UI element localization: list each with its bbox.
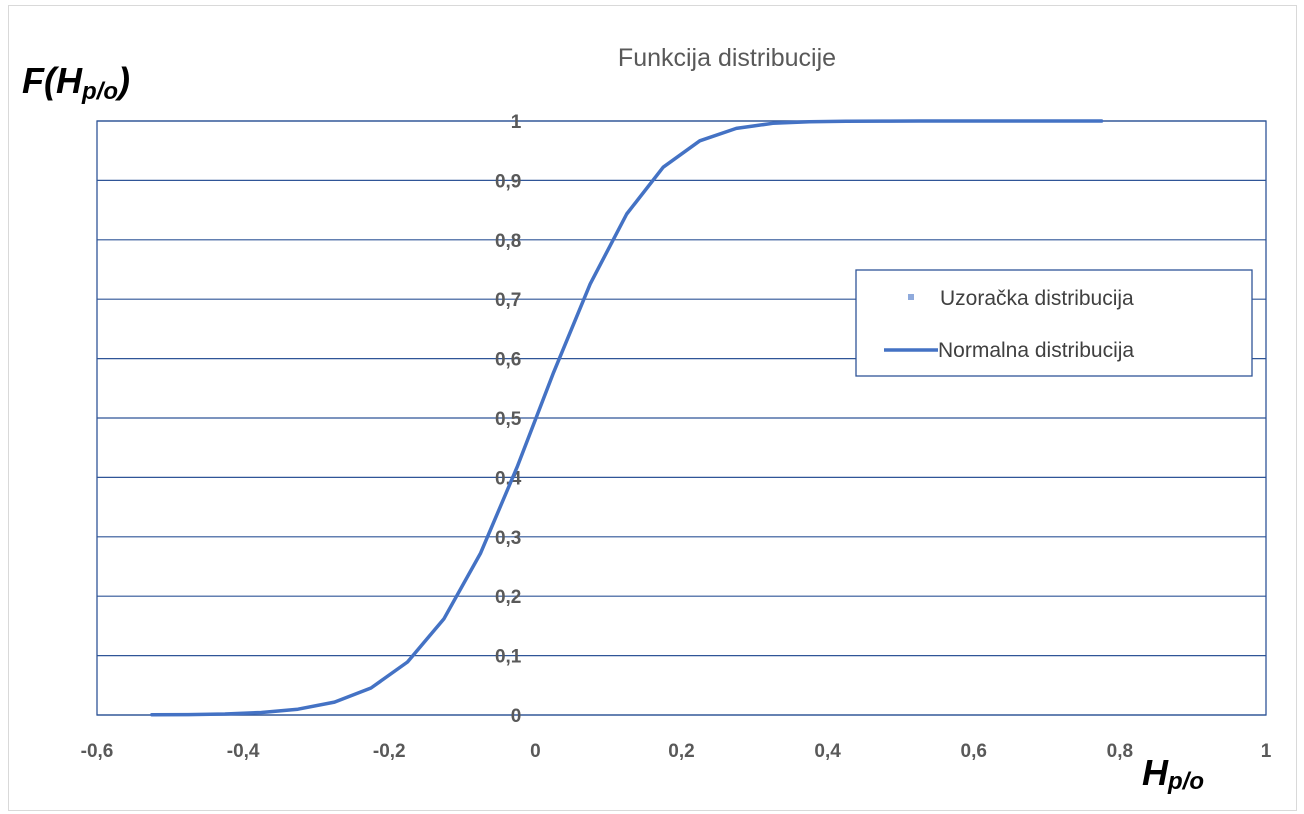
y-tick-label: 0 [511, 706, 522, 727]
x-tick-label: 0,8 [1107, 741, 1133, 762]
series-layer [150, 119, 1104, 717]
legend-box [855, 269, 1253, 377]
x-tick-label: -0,6 [81, 741, 114, 762]
y-tick-label: 0,8 [495, 231, 521, 252]
gridlines [97, 120, 1266, 716]
chart-frame [8, 5, 1297, 811]
x-tick-label: -0,4 [227, 741, 260, 762]
legend-entry-sample: Uzoračka distribucija [940, 287, 1134, 310]
x-tick-label: -0,2 [373, 741, 406, 762]
x-tick-label: 0,4 [814, 741, 841, 762]
y-tick-label: 0,2 [495, 587, 521, 608]
x-tick-label: 0 [530, 741, 541, 762]
plot-area-border [96, 120, 1267, 716]
chart-title: Funkcija distribucije [618, 44, 836, 72]
x-axis-label: Hp/o [1142, 752, 1204, 795]
y-tick-label: 0,5 [495, 409, 522, 430]
legend-marker-square [908, 294, 914, 300]
x-tick-label: 1 [1261, 741, 1272, 762]
y-tick-label: 0,1 [495, 647, 522, 668]
y-axis-label: F(Hp/o) [22, 60, 130, 105]
legend[interactable]: Uzoračka distribucija Normalna distribuc… [855, 269, 1253, 377]
series-line-normalna [150, 119, 1104, 717]
legend-entry-normal: Normalna distribucija [938, 339, 1134, 362]
y-tick-label: 1 [511, 112, 522, 133]
y-tick-label: 0,9 [495, 171, 521, 192]
y-tick-label: 0,6 [495, 350, 521, 371]
y-tick-label: 0,7 [495, 290, 521, 311]
x-tick-labels: -0,6 -0,4 -0,2 0 0,2 0,4 0,6 0,8 1 [81, 741, 1272, 762]
x-tick-label: 0,6 [961, 741, 987, 762]
y-tick-label: 0,3 [495, 528, 521, 549]
y-tick-labels: 00,10,20,30,40,50,60,70,80,91 [495, 112, 522, 727]
x-tick-label: 0,2 [668, 741, 694, 762]
